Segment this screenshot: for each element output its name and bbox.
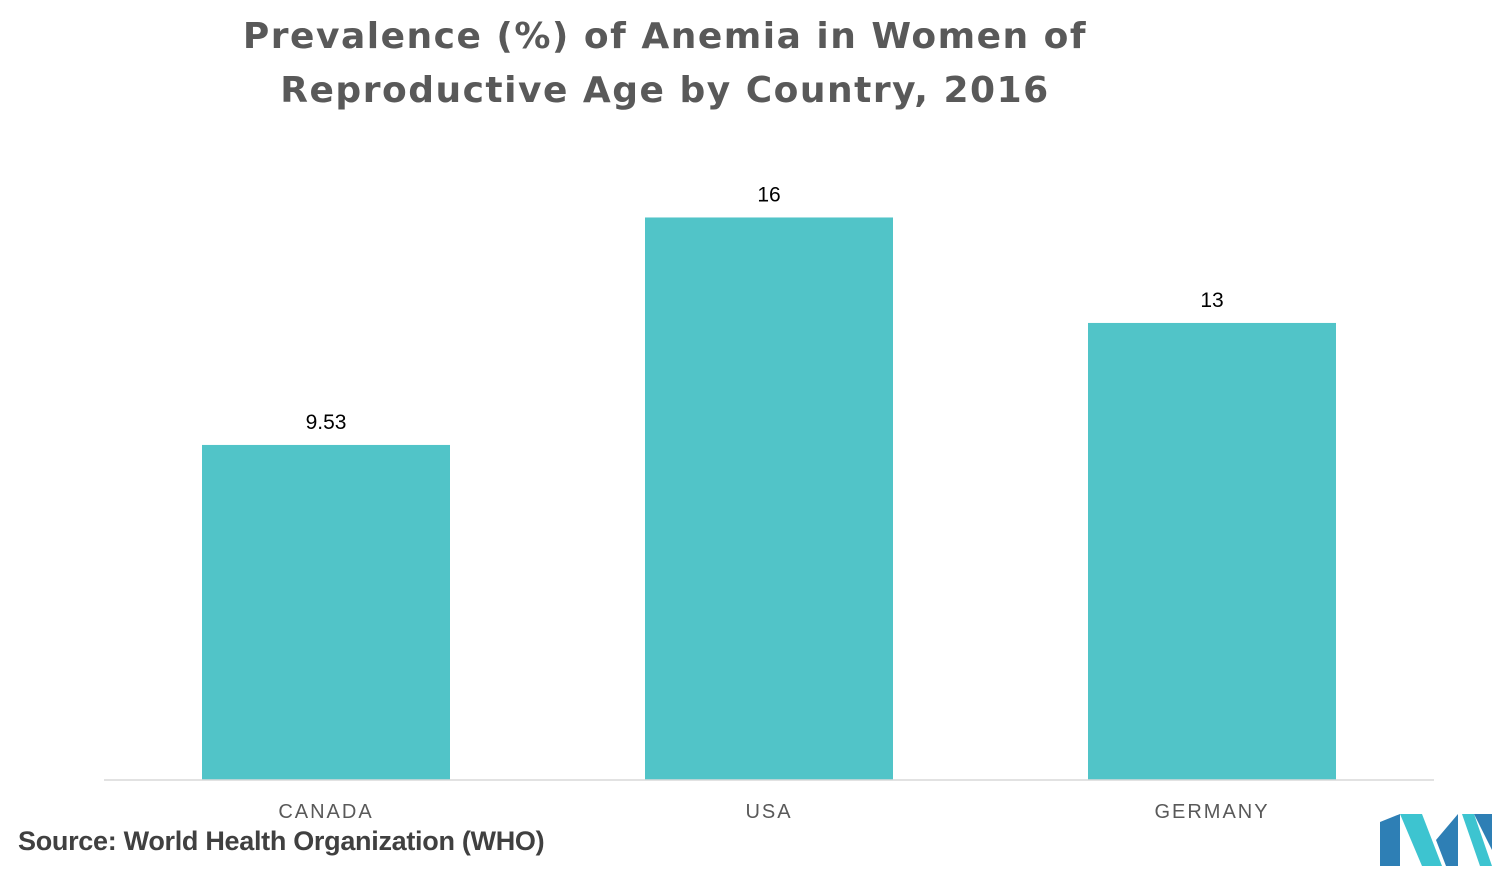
bar-canada <box>202 444 450 780</box>
labels-layer: 9.53 CANADA 16 USA 13 GERMANY <box>278 183 1269 823</box>
chart-title-line-1: Prevalence (%) of Anemia in Women of <box>242 16 1088 57</box>
bar-usa <box>645 217 893 780</box>
source-note: Source: World Health Organization (WHO) <box>18 826 545 856</box>
mordor-logo-icon <box>1380 814 1492 866</box>
x-tick-label-canada: CANADA <box>278 801 373 823</box>
data-label-germany: 13 <box>1200 289 1223 312</box>
logo-mid-left-shape <box>1400 814 1442 866</box>
bars-layer <box>202 217 1336 780</box>
chart-title-line-2: Reproductive Age by Country, 2016 <box>280 70 1050 111</box>
chart-title: Prevalence (%) of Anemia in Women of Repr… <box>165 10 1165 118</box>
x-tick-label-germany: GERMANY <box>1154 801 1269 823</box>
logo-left-shape <box>1380 814 1400 866</box>
bar-germany <box>1088 322 1336 780</box>
logo-right-shape <box>1462 814 1492 866</box>
data-label-usa: 16 <box>757 183 780 206</box>
logo-mid-right-shape <box>1436 814 1458 866</box>
logo-right-bar <box>1474 814 1492 850</box>
x-tick-label-usa: USA <box>745 801 792 823</box>
data-label-canada: 9.53 <box>306 411 347 434</box>
